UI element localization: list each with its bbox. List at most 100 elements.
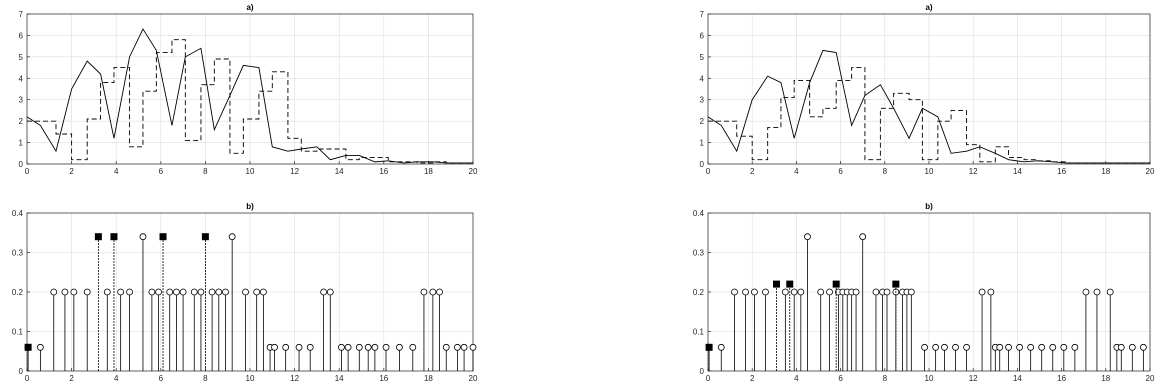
- stem-marker-circle: [409, 343, 417, 351]
- stem-marker-circle: [469, 343, 477, 351]
- stem-marker-circle: [872, 288, 880, 296]
- y-tick-label: 0.2: [12, 288, 24, 297]
- chart-title: a): [246, 3, 253, 12]
- stem-marker-square: [892, 280, 900, 288]
- stem-marker-circle: [1038, 343, 1046, 351]
- stem-marker-circle: [126, 288, 133, 296]
- stem-marker-circle: [429, 288, 437, 296]
- x-tick-label: 16: [379, 374, 388, 383]
- stem-marker-circle: [155, 288, 162, 296]
- stem-marker-circle: [344, 343, 352, 351]
- x-tick-label: 12: [969, 374, 978, 383]
- stem-marker-circle: [907, 288, 915, 296]
- stem-marker-circle: [253, 288, 261, 296]
- stem-marker-circle: [1106, 288, 1114, 296]
- y-tick-label: 0: [19, 160, 24, 169]
- x-tick-label: 18: [1101, 374, 1110, 383]
- stem-marker-circle: [222, 288, 229, 296]
- stem-marker-circle: [921, 343, 928, 351]
- stem-marker-circle: [420, 288, 428, 296]
- stem-marker-circle: [963, 343, 970, 351]
- stem-marker-circle: [442, 343, 450, 351]
- x-tick-label: 20: [1146, 374, 1155, 383]
- stem-marker-circle: [197, 288, 205, 296]
- y-tick-label: 0: [700, 367, 705, 376]
- y-tick-label: 0.1: [693, 328, 705, 337]
- stem-marker-square: [110, 233, 118, 241]
- stem-marker-circle: [208, 288, 216, 296]
- stem-marker-circle: [1060, 343, 1068, 351]
- x-tick-label: 8: [203, 374, 208, 383]
- stem-marker-circle: [295, 343, 303, 351]
- x-tick-label: 10: [925, 374, 934, 383]
- x-tick-label: 8: [883, 167, 888, 176]
- stem-marker-circle: [436, 288, 443, 296]
- stem-marker-circle: [804, 233, 811, 241]
- stem-marker-circle: [952, 343, 959, 351]
- y-tick-label: 4: [19, 74, 24, 83]
- y-tick-label: 2: [700, 117, 705, 126]
- y-tick-label: 5: [19, 53, 24, 62]
- stem-marker-square: [773, 280, 781, 288]
- stem-marker-circle: [859, 233, 867, 241]
- stem-marker-circle: [742, 288, 749, 296]
- stem-marker-circle: [70, 288, 78, 296]
- stem-marker-circle: [797, 288, 805, 296]
- y-tick-label: 6: [19, 31, 24, 40]
- x-tick-label: 18: [424, 167, 433, 176]
- x-tick-label: 6: [838, 167, 843, 176]
- x-tick-label: 16: [1057, 167, 1066, 176]
- stem-marker-square: [24, 343, 32, 351]
- stem-marker-circle: [1027, 343, 1035, 351]
- stem-marker-circle: [242, 288, 249, 296]
- stem-marker-circle: [117, 288, 125, 296]
- x-tick-label: 4: [794, 374, 799, 383]
- stem-marker-circle: [215, 288, 223, 296]
- x-tick-label: 2: [750, 167, 755, 176]
- stem-marker-circle: [103, 288, 111, 296]
- stem-marker-circle: [83, 288, 91, 296]
- stem-marker-circle: [259, 288, 267, 296]
- x-tick-label: 4: [114, 167, 119, 176]
- stem-marker-circle: [1005, 343, 1012, 351]
- x-tick-label: 12: [290, 167, 299, 176]
- x-tick-label: 4: [114, 374, 119, 383]
- x-tick-label: 4: [794, 167, 799, 176]
- x-tick-label: 6: [838, 374, 843, 383]
- stem-marker-circle: [382, 343, 390, 351]
- stem-marker-square: [705, 343, 713, 351]
- stem-marker-circle: [61, 288, 69, 296]
- stem-marker-circle: [987, 288, 995, 296]
- stem-marker-circle: [762, 288, 769, 296]
- stem-marker-circle: [306, 343, 314, 351]
- y-tick-label: 0.3: [693, 249, 705, 258]
- x-tick-label: 12: [290, 374, 299, 383]
- x-tick-label: 2: [750, 374, 755, 383]
- stem-marker-circle: [50, 288, 58, 296]
- stem-marker-circle: [282, 343, 290, 351]
- series-line-dashed: [27, 39, 473, 164]
- x-tick-label: 16: [379, 167, 388, 176]
- stem-marker-circle: [371, 343, 379, 351]
- stem-marker-square: [832, 280, 840, 288]
- stem-marker-circle: [355, 343, 363, 351]
- stem-marker-circle: [781, 288, 789, 296]
- y-tick-label: 3: [700, 96, 705, 105]
- stem-marker-square: [786, 280, 794, 288]
- x-tick-label: 20: [469, 167, 478, 176]
- stem-marker-circle: [1049, 343, 1057, 351]
- y-tick-label: 6: [700, 31, 705, 40]
- stem-marker-circle: [326, 288, 334, 296]
- stem-marker-circle: [460, 343, 468, 351]
- x-tick-label: 16: [1057, 374, 1066, 383]
- stem-marker-circle: [852, 288, 860, 296]
- stem-marker-circle: [148, 288, 156, 296]
- stem-marker-circle: [1117, 343, 1125, 351]
- x-tick-label: 10: [925, 167, 934, 176]
- stem-marker-square: [201, 233, 209, 241]
- y-tick-label: 2: [19, 117, 24, 126]
- stem-marker-circle: [826, 288, 833, 296]
- y-tick-label: 1: [700, 139, 705, 148]
